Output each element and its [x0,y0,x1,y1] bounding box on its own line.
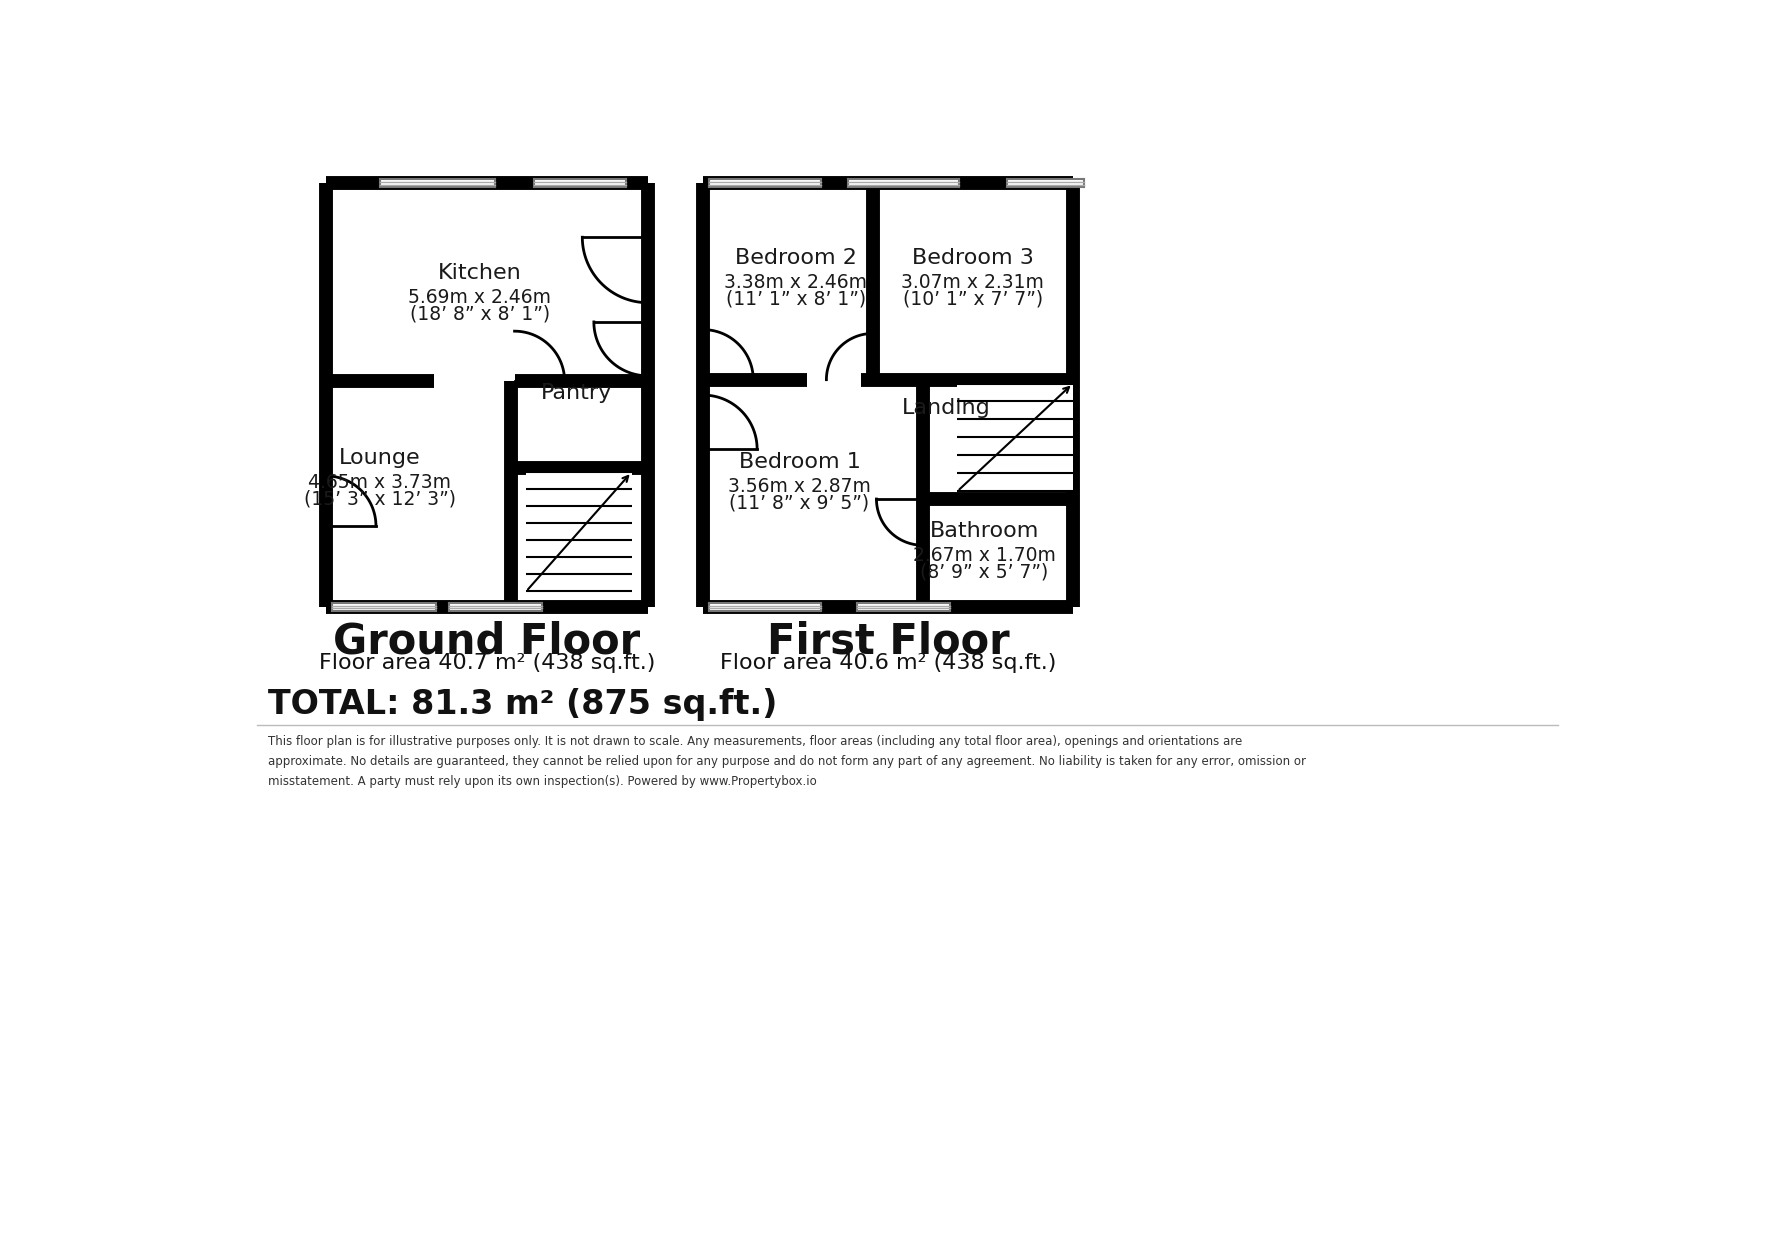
Text: (11’ 1” x 8’ 1”): (11’ 1” x 8’ 1”) [726,290,866,309]
Bar [848,180,960,187]
Text: Ground Floor: Ground Floor [333,621,641,663]
Text: (10’ 1” x 7’ 7”): (10’ 1” x 7’ 7”) [903,290,1043,309]
Text: This floor plan is for illustrative purposes only. It is not drawn to scale. Any: This floor plan is for illustrative purp… [267,736,1307,788]
Text: 5.69m x 2.46m: 5.69m x 2.46m [409,287,551,307]
Text: Floor area 40.6 m² (438 sq.ft.): Floor area 40.6 m² (438 sq.ft.) [719,653,1056,673]
Text: (11’ 8” x 9’ 5”): (11’ 8” x 9’ 5”) [730,493,870,513]
Text: 3.38m x 2.46m: 3.38m x 2.46m [724,273,868,291]
Bar [958,384,1073,492]
Bar [526,472,632,591]
Text: Bathroom: Bathroom [930,522,1040,541]
Text: Landing: Landing [901,398,990,419]
Text: Floor area 40.7 m² (438 sq.ft.): Floor area 40.7 m² (438 sq.ft.) [319,653,655,673]
Text: Bedroom 1: Bedroom 1 [739,452,861,472]
Bar [533,180,627,187]
Bar [450,603,542,611]
Text: (18’ 8” x 8’ 1”): (18’ 8” x 8’ 1”) [409,305,551,323]
Text: 4.65m x 3.73m: 4.65m x 3.73m [308,473,452,492]
Text: 3.56m x 2.87m: 3.56m x 2.87m [728,477,871,496]
Bar [379,180,496,187]
Text: Pantry: Pantry [540,383,611,403]
Text: TOTAL: 81.3 m² (875 sq.ft.): TOTAL: 81.3 m² (875 sq.ft.) [267,688,777,721]
Text: Bedroom 3: Bedroom 3 [912,248,1034,268]
Text: Kitchen: Kitchen [437,264,522,284]
Bar [331,603,436,611]
Bar [1008,180,1084,187]
Bar [857,603,949,611]
Text: Lounge: Lounge [338,449,421,468]
Bar [708,180,820,187]
Bar [708,603,820,611]
Text: Bedroom 2: Bedroom 2 [735,248,857,268]
Text: 2.67m x 1.70m: 2.67m x 1.70m [912,546,1056,565]
Text: First Floor: First Floor [767,621,1009,663]
Text: (15’ 3” x 12’ 3”): (15’ 3” x 12’ 3”) [305,489,455,509]
Text: 3.07m x 2.31m: 3.07m x 2.31m [901,273,1045,291]
Text: (8’ 9” x 5’ 7”): (8’ 9” x 5’ 7”) [921,563,1048,582]
